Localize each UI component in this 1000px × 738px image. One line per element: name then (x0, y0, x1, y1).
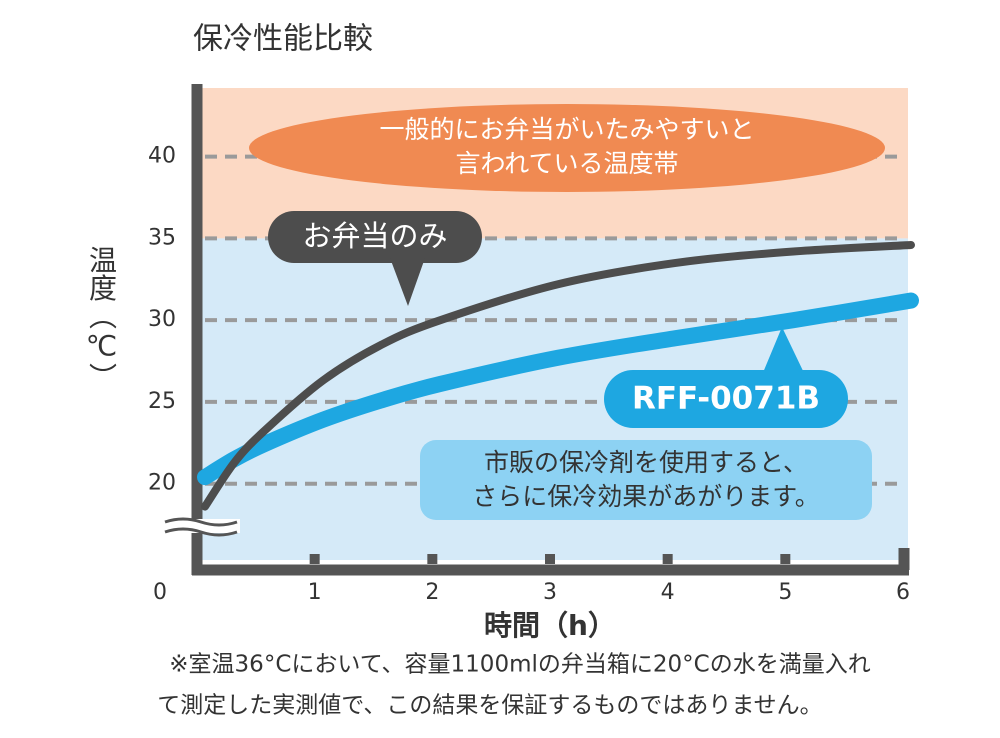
x-tick-label: 5 (778, 580, 792, 605)
y-tick-label: 20 (148, 471, 176, 496)
y-tick-label: 30 (148, 307, 176, 332)
footnote: て測定した実測値で、この結果を保証するものではありません。 (157, 693, 822, 719)
x-axis-label: 時間（h） (484, 609, 616, 642)
annotation-bg (420, 440, 872, 520)
y-axis-label: 温度（℃） (85, 246, 118, 391)
legend-label: お弁当のみ (302, 219, 447, 253)
x-tick (780, 554, 791, 564)
chart-title: 保冷性能比較 (193, 22, 373, 57)
band-label: 一般的にお弁当がいたみやすいと (379, 115, 754, 144)
annotation: さらに保冷効果があがります。 (472, 482, 820, 511)
x-tick-label: 4 (661, 580, 675, 605)
x-tick (662, 554, 673, 564)
x-tick-label: 6 (896, 580, 910, 605)
callout-pointer (762, 327, 805, 375)
band-label: 言われている温度帯 (455, 149, 678, 178)
series-line (201, 240, 915, 511)
axis-break (164, 517, 238, 537)
legend-callout (604, 370, 848, 428)
footnote: ※室温36°Cにおいて、容量1100mlの弁当箱に20°Cの水を満量入れ (169, 652, 870, 678)
x-tick-label: 1 (308, 580, 322, 605)
legend-label: RFF-0071B (632, 381, 820, 417)
callout-pointer (390, 258, 425, 306)
x-tick (309, 554, 320, 564)
annotation: 市販の保冷剤を使用すると、 (484, 448, 808, 477)
y-tick-label: 25 (148, 389, 176, 414)
x-tick-label: 0 (153, 580, 167, 605)
x-tick (427, 554, 438, 564)
legend-callout (268, 211, 482, 263)
y-tick-label: 40 (148, 144, 176, 169)
series-line (197, 292, 919, 486)
x-tick (545, 554, 555, 564)
x-tick-label: 3 (543, 580, 557, 605)
x-tick-label: 2 (425, 580, 439, 605)
y-tick-label: 35 (148, 225, 176, 250)
band-label-bg (249, 104, 885, 192)
